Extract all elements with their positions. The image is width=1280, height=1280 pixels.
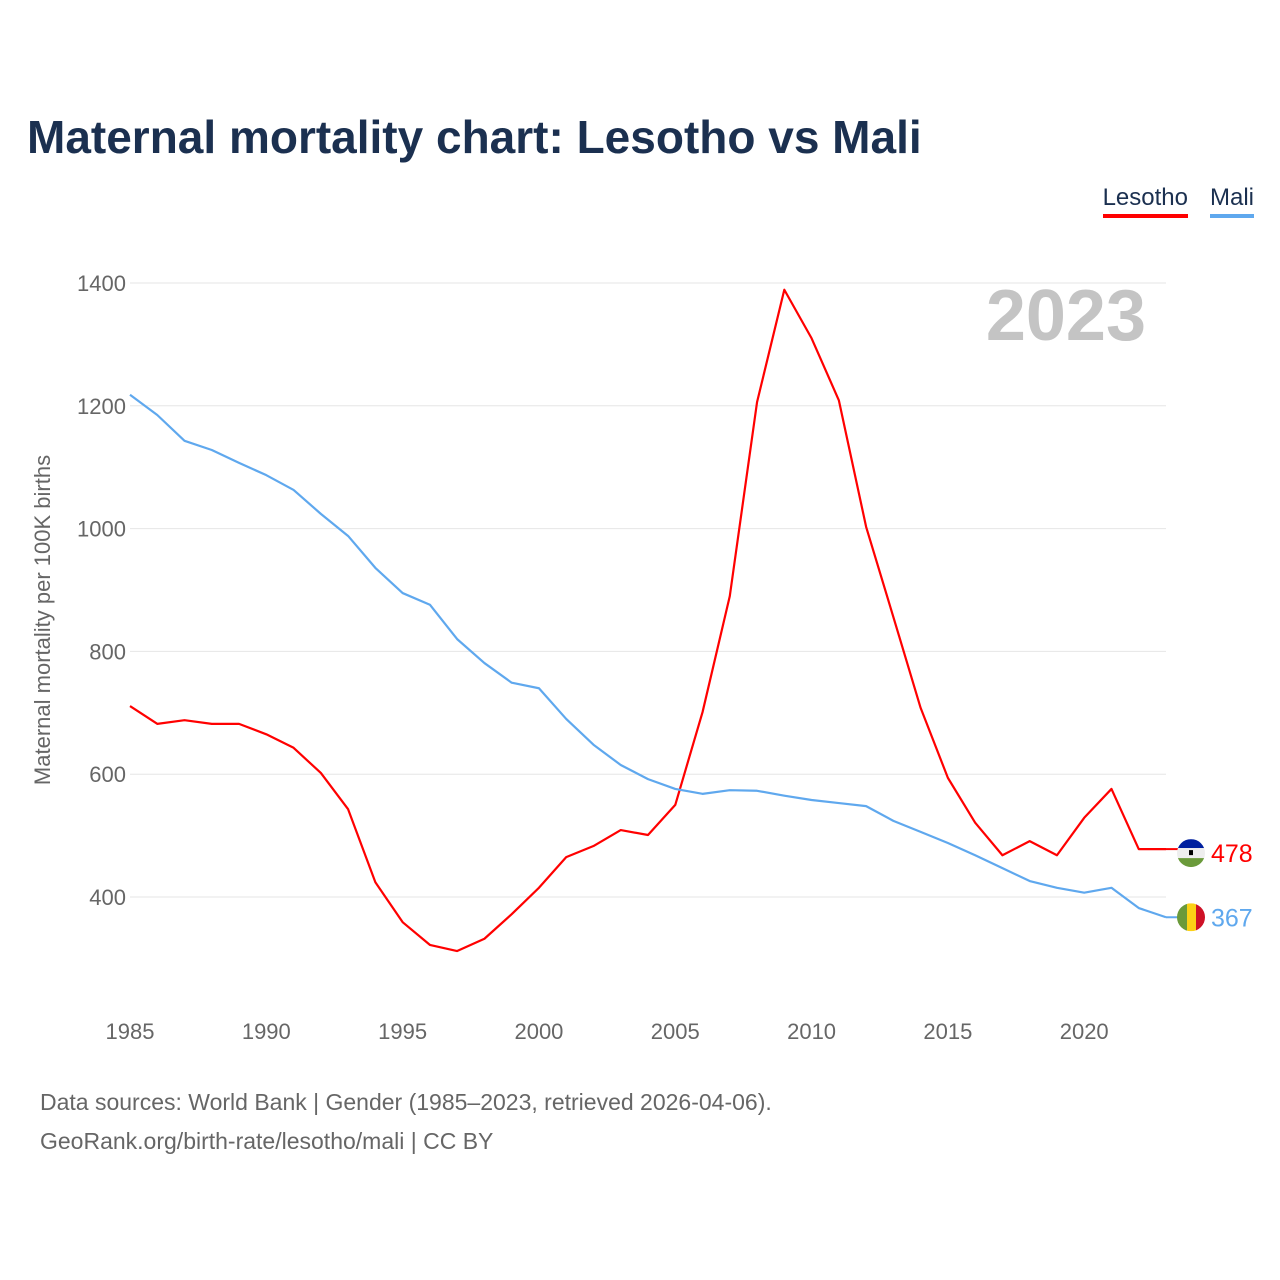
x-tick-label: 2020: [1060, 1019, 1109, 1044]
legend-lesotho[interactable]: Lesotho: [1102, 184, 1188, 218]
legend: Lesotho Mali: [1102, 184, 1254, 218]
x-tick-label: 2015: [923, 1019, 972, 1044]
source-line: Data sources: World Bank | Gender (1985–…: [40, 1089, 772, 1115]
year-watermark: 2023: [986, 276, 1146, 356]
x-tick-label: 2005: [651, 1019, 700, 1044]
x-tick-label: 1990: [242, 1019, 291, 1044]
y-tick-label: 1400: [77, 271, 126, 296]
y-tick-label: 400: [89, 885, 126, 910]
y-tick-label: 1000: [77, 517, 126, 542]
end-value-label-lesotho: 478: [1211, 840, 1253, 868]
chart-title: Maternal mortality chart: Lesotho vs Mal…: [27, 111, 922, 163]
lesotho-flag-icon: [1177, 839, 1205, 868]
x-tick-label: 2000: [514, 1019, 563, 1044]
series-line-lesotho: [129, 288, 1166, 953]
end-value-label-mali: 367: [1211, 904, 1253, 932]
y-tick-label: 600: [89, 762, 126, 787]
x-tick-label: 1995: [378, 1019, 427, 1044]
series-line-mali: [129, 393, 1167, 919]
attribution-line: GeoRank.org/birth-rate/lesotho/mali | CC…: [40, 1128, 494, 1154]
y-axis-label: Maternal mortality per 100K births: [30, 455, 55, 785]
x-tick-label: 1985: [106, 1019, 155, 1044]
x-tick-label: 2010: [787, 1019, 836, 1044]
y-tick-label: 800: [89, 639, 126, 664]
y-tick-label: 1200: [77, 394, 126, 419]
legend-mali[interactable]: Mali: [1209, 184, 1254, 218]
mali-flag-icon: [1177, 903, 1205, 932]
